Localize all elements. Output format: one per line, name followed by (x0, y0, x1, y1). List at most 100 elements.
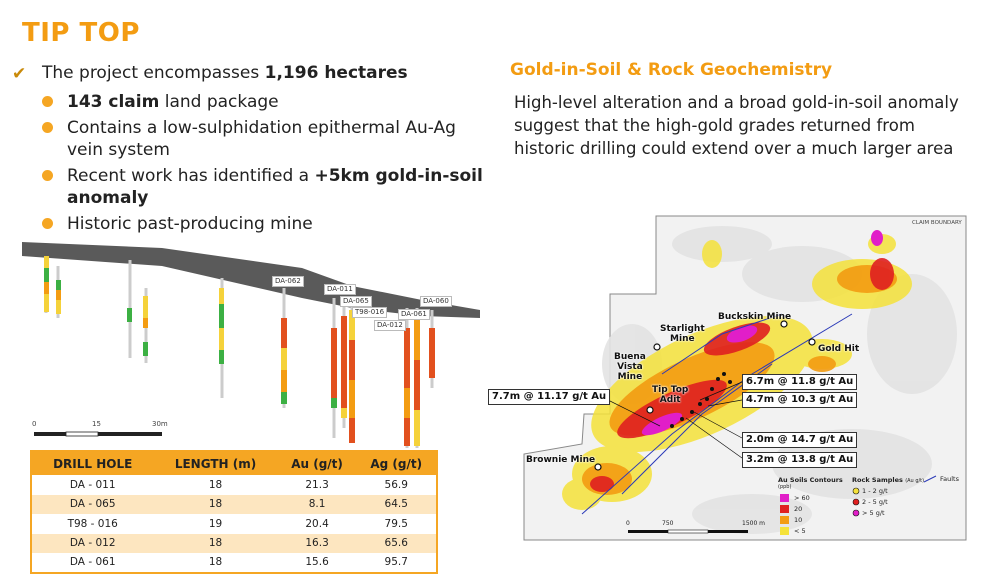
legend-soil-swatches (780, 494, 789, 535)
table-row: DA - 011 18 21.3 56.9 (31, 475, 437, 495)
hole-label-t98-016: T98-016 (352, 307, 388, 318)
bullet-dot-icon (42, 96, 53, 107)
cell: 18 (153, 494, 278, 514)
sub-bullet-text: Historic past-producing mine (67, 214, 313, 234)
cell: 64.5 (356, 494, 437, 514)
tip-top-adit-label: Tip Top Adit (652, 385, 689, 405)
cell: 18 (153, 533, 278, 553)
checkmark-icon: ✔ (12, 64, 27, 84)
table-row: DA - 061 18 15.6 95.7 (31, 553, 437, 573)
geochemistry-map: CLAIM BOUNDARY Starlight Mine Buckskin M… (488, 214, 968, 542)
header-drill-hole: DRILL HOLE (31, 451, 154, 475)
mine-markers (594, 320, 816, 471)
drill-callout: 7.7m @ 11.17 g/t Au (488, 389, 611, 405)
cell: T98 - 016 (67, 517, 118, 530)
terrain-surface (22, 242, 480, 318)
buckskin-mine-label: Buckskin Mine (718, 312, 792, 322)
claim-boundary-label: CLAIM BOUNDARY (912, 220, 962, 226)
legend-soil-item: < 5 (794, 527, 806, 535)
scale-bar (34, 431, 162, 437)
drill-callout: 4.7m @ 10.3 g/t Au (742, 392, 858, 408)
map-scale-bar (628, 529, 748, 534)
sub-bullet: Contains a low-sulphidation epithermal A… (42, 117, 492, 161)
scale-label: 15 (92, 420, 101, 428)
hole-label-da-011: DA-011 (324, 284, 356, 295)
legend-rock-item: > 5 g/t (862, 509, 885, 517)
legend-fault-line (923, 475, 937, 483)
cell: 8.1 (277, 494, 357, 514)
cell: 95.7 (384, 556, 408, 569)
cell: DA - 061 (69, 556, 116, 569)
legend-rock-item: 2 - 5 g/t (862, 498, 888, 506)
map-scale-label: 0 (626, 520, 630, 527)
drill-callout: 2.0m @ 14.7 g/t Au (742, 432, 858, 448)
cell: 18 (208, 478, 223, 491)
drill-results-table: DRILL HOLE LENGTH (m) Au (g/t) Ag (g/t) … (30, 450, 438, 574)
cell: 56.9 (384, 478, 408, 491)
hole-label-da-065: DA-065 (340, 296, 372, 307)
table-header-row: DRILL HOLE LENGTH (m) Au (g/t) Ag (g/t) (31, 451, 437, 475)
table-row: T98 - 016 19 20.4 79.5 (31, 514, 437, 534)
hole-label-da-012: DA-012 (374, 320, 406, 331)
page-title: TIP TOP (22, 18, 140, 48)
sub-bullet: Historic past-producing mine (42, 213, 492, 235)
hole-label-da-060: DA-060 (420, 296, 452, 307)
legend-soil-item: 10 (794, 516, 803, 524)
legend-soil-item: > 60 (794, 494, 810, 502)
legend-soil-item: 20 (794, 505, 803, 513)
sub-bullet: Recent work has identified a +5km gold-i… (42, 165, 492, 209)
geochem-heading: Gold-in-Soil & Rock Geochemistry (510, 60, 833, 80)
sub-bullet: 143 claim land package (42, 91, 492, 113)
cross-section-graphic (22, 242, 480, 448)
sub-bullet-text: Contains a low-sulphidation epithermal A… (67, 118, 456, 160)
map-scale-label: 1500 m (742, 520, 766, 527)
cell: 19 (208, 517, 223, 530)
cell: 15.6 (305, 556, 329, 569)
header-length: LENGTH (m) (153, 451, 278, 475)
main-bullet: ✔ The project encompasses 1,196 hectares (12, 62, 492, 85)
drill-traces (44, 256, 434, 448)
header-au: Au (g/t) (277, 451, 357, 475)
drill-callout: 3.2m @ 13.8 g/t Au (742, 452, 858, 468)
main-bullet-text: The project encompasses 1,196 hectares (42, 63, 408, 83)
legend-rock-swatches (852, 487, 860, 517)
cell: 18 (208, 556, 223, 569)
cell: DA - 065 (31, 494, 154, 514)
hole-label-da-061: DA-061 (398, 309, 430, 320)
cell: 21.3 (305, 478, 329, 491)
legend-rock-title: Rock Samples (Au g/t) (852, 476, 925, 484)
rock-samples (670, 372, 732, 428)
project-bullets: ✔ The project encompasses 1,196 hectares… (12, 62, 492, 239)
cell: DA - 012 (31, 533, 154, 553)
cell: 16.3 (277, 533, 357, 553)
starlight-mine-label: Starlight Mine (660, 324, 705, 344)
brownie-mine-label: Brownie Mine (526, 455, 596, 465)
sub-bullet-text: Recent work has identified a +5km gold-i… (67, 166, 483, 208)
soil-anomaly-magenta (641, 230, 883, 436)
cell: 79.5 (384, 517, 408, 530)
scale-label: 0 (32, 420, 37, 428)
cell: DA - 011 (69, 478, 116, 491)
legend-rock-item: 1 - 2 g/t (862, 487, 888, 495)
drill-assay-intervals (44, 256, 435, 446)
drill-cross-section: DA-062 DA-011 DA-065 T98-016 DA-012 DA-0… (22, 238, 482, 448)
bullet-dot-icon (42, 218, 53, 229)
sub-bullet-text: 143 claim land package (67, 92, 279, 112)
bullet-dot-icon (42, 170, 53, 181)
hole-label-da-062: DA-062 (272, 276, 304, 287)
header-ag: Ag (g/t) (356, 451, 437, 475)
table-row: DA - 065 18 8.1 64.5 (31, 494, 437, 514)
bullet-dot-icon (42, 122, 53, 133)
cell: 20.4 (305, 517, 329, 530)
table-row: DA - 012 18 16.3 65.6 (31, 533, 437, 553)
buena-vista-mine-label: Buena Vista Mine (614, 352, 646, 382)
gold-hit-label: Gold Hit (818, 344, 860, 354)
scale-label: 30m (152, 420, 168, 428)
geochem-description: High-level alteration and a broad gold-i… (514, 93, 959, 158)
cell: 65.6 (356, 533, 437, 553)
legend-soil-unit: (ppb) (778, 484, 792, 490)
drill-callout: 6.7m @ 11.8 g/t Au (742, 374, 858, 390)
legend-soil-title: Au Soils Contours (778, 476, 843, 484)
legend-faults-label: Faults (940, 475, 959, 483)
map-scale-label: 750 (662, 520, 674, 527)
